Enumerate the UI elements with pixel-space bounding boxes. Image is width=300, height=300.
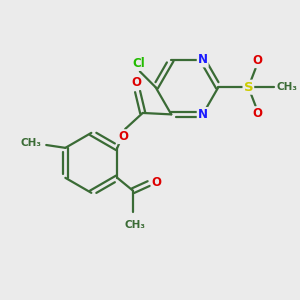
Text: O: O [252, 54, 262, 67]
Text: O: O [131, 76, 141, 89]
Text: Cl: Cl [132, 57, 145, 70]
Text: O: O [118, 130, 128, 143]
Text: O: O [252, 107, 262, 120]
Text: CH₃: CH₃ [276, 82, 297, 92]
Text: S: S [244, 81, 253, 94]
Text: CH₃: CH₃ [21, 138, 42, 148]
Text: O: O [152, 176, 162, 189]
Text: CH₃: CH₃ [125, 220, 146, 230]
Text: N: N [198, 53, 208, 67]
Text: N: N [198, 108, 208, 121]
